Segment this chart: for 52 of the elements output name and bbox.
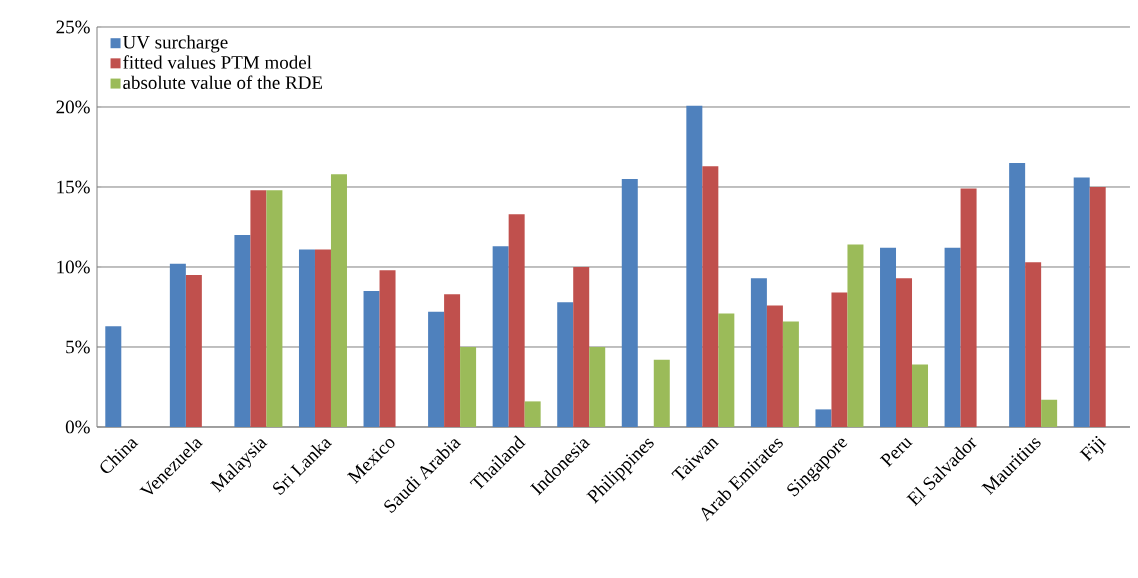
bar: [653, 359, 670, 427]
bar: [1025, 262, 1042, 427]
bar: [363, 290, 380, 427]
bar: [1009, 162, 1026, 427]
bar: [379, 270, 396, 427]
bar: [912, 364, 929, 427]
bar: [1041, 399, 1058, 427]
legend-label: absolute value of the RDE: [123, 75, 323, 90]
y-tick-label: 0%: [65, 420, 90, 434]
bar: [330, 174, 347, 427]
bar: [524, 401, 541, 427]
bar: [782, 321, 799, 427]
bar: [105, 326, 122, 427]
bar: [880, 247, 897, 427]
y-tick-label: 25%: [56, 20, 90, 34]
x-tick-label: Fiji: [1079, 436, 1107, 462]
legend-label: fitted values PTM model: [123, 55, 312, 69]
y-tick-label: 10%: [57, 260, 90, 274]
bar: [944, 247, 961, 427]
bar: [1089, 186, 1106, 427]
bar: [314, 249, 331, 427]
bar: [702, 166, 719, 427]
bar: [896, 278, 913, 427]
bar: [185, 274, 202, 427]
bar: [298, 249, 315, 427]
bar: [621, 178, 638, 427]
legend-label: UV surcharge: [122, 35, 228, 53]
bar: [444, 294, 461, 427]
bar: [766, 305, 783, 427]
bar: [234, 234, 251, 427]
bar: [492, 246, 509, 427]
y-tick-label: 5%: [66, 340, 90, 354]
bar: [250, 190, 267, 427]
bar: [686, 105, 703, 427]
bar: [589, 346, 606, 427]
bar: [557, 302, 574, 427]
y-tick-label: 15%: [57, 180, 90, 194]
bar: [750, 278, 767, 427]
bar: [815, 409, 832, 427]
bar: [460, 346, 477, 427]
bar: [573, 266, 590, 427]
bar: [508, 214, 525, 427]
bar: [960, 188, 977, 427]
bar: [169, 263, 186, 427]
bar: [847, 244, 864, 427]
y-tick-label: 20%: [56, 100, 90, 114]
bar: [718, 313, 735, 427]
bar: [428, 311, 445, 427]
x-tick-label: Peru: [879, 438, 913, 468]
bar: [1073, 177, 1090, 427]
bar: [266, 190, 283, 427]
bar: [831, 292, 848, 427]
